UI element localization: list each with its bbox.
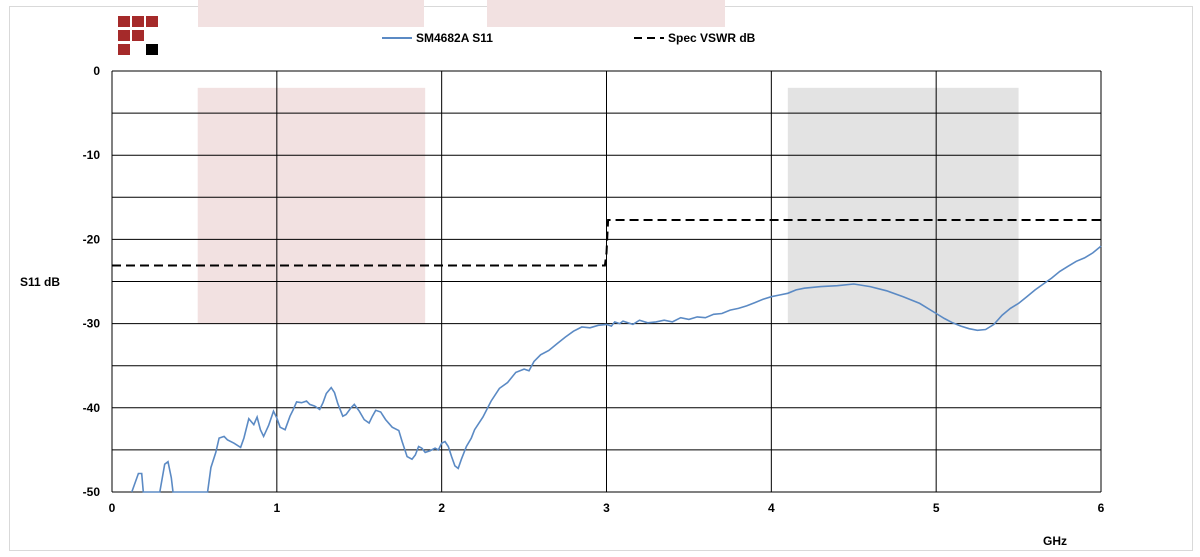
y-axis-title: S11 dB xyxy=(20,275,60,289)
y-tick-label: -40 xyxy=(83,401,101,415)
y-tick-label: -50 xyxy=(83,485,101,499)
y-tick-label: -30 xyxy=(83,317,101,331)
y-tick-label: 0 xyxy=(93,64,100,78)
legend-label: Spec VSWR dB xyxy=(668,31,756,45)
x-tick-label: 5 xyxy=(933,501,940,515)
y-tick-label: -10 xyxy=(83,148,101,162)
logo-cell xyxy=(132,44,144,55)
x-tick-label: 3 xyxy=(603,501,610,515)
logo-cell xyxy=(118,44,130,55)
shaded-region xyxy=(197,87,426,324)
x-axis-title: GHz xyxy=(1043,534,1067,548)
legend-label: SM4682A S11 xyxy=(416,31,493,45)
series-line-spec xyxy=(112,219,1101,267)
logo-icon xyxy=(118,16,158,55)
shaded-region xyxy=(787,87,1019,324)
logo-cell xyxy=(118,16,130,27)
logo-cell xyxy=(132,16,144,27)
header-band-right xyxy=(487,0,725,27)
logo-cell xyxy=(146,16,158,27)
logo-cell xyxy=(132,30,144,41)
x-tick-label: 6 xyxy=(1098,501,1105,515)
x-tick-label: 0 xyxy=(109,501,116,515)
header-band-left xyxy=(198,0,424,27)
logo-cell xyxy=(118,30,130,41)
logo-cell xyxy=(146,30,158,41)
logo-cell xyxy=(146,44,158,55)
x-tick-label: 2 xyxy=(438,501,445,515)
x-tick-label: 4 xyxy=(768,501,775,515)
x-tick-label: 1 xyxy=(273,501,280,515)
series-line-s11 xyxy=(131,245,1102,493)
y-tick-label: -20 xyxy=(83,232,101,246)
